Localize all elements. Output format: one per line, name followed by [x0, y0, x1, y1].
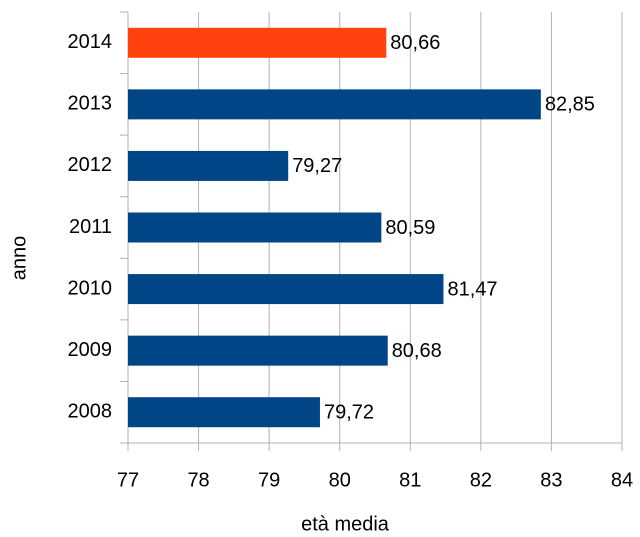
- y-tick-label: 2011: [69, 216, 112, 238]
- x-tick-label: 79: [258, 469, 280, 491]
- bar: [128, 27, 387, 58]
- data-label: 81,47: [447, 278, 497, 300]
- y-tick-label: 2013: [68, 93, 113, 115]
- x-tick-label: 77: [117, 469, 139, 491]
- data-label: 80,59: [385, 217, 435, 239]
- x-tick-label: 80: [329, 469, 351, 491]
- x-tick-label: 83: [540, 469, 562, 491]
- x-tick-label: 84: [611, 469, 633, 491]
- bar: [128, 274, 444, 305]
- x-tick-label: 82: [470, 469, 492, 491]
- bar: [128, 335, 388, 366]
- data-label: 82,85: [545, 94, 595, 116]
- data-label: 80,66: [390, 32, 440, 54]
- y-tick-label: 2009: [68, 339, 113, 361]
- y-axis-title: anno: [8, 236, 30, 281]
- y-tick-label: 2014: [68, 31, 113, 53]
- y-tick-label: 2012: [68, 154, 113, 176]
- data-label: 79,72: [324, 401, 374, 423]
- bar: [128, 397, 320, 428]
- y-tick-label: 2008: [68, 400, 113, 422]
- x-axis-title: età media: [301, 513, 390, 535]
- data-label: 80,68: [392, 340, 442, 362]
- data-label: 79,27: [292, 155, 342, 177]
- bar: [128, 212, 382, 243]
- x-tick-label: 81: [399, 469, 421, 491]
- x-tick-label: 78: [187, 469, 209, 491]
- bar: [128, 89, 541, 120]
- bar: [128, 150, 289, 181]
- y-tick-label: 2010: [68, 277, 113, 299]
